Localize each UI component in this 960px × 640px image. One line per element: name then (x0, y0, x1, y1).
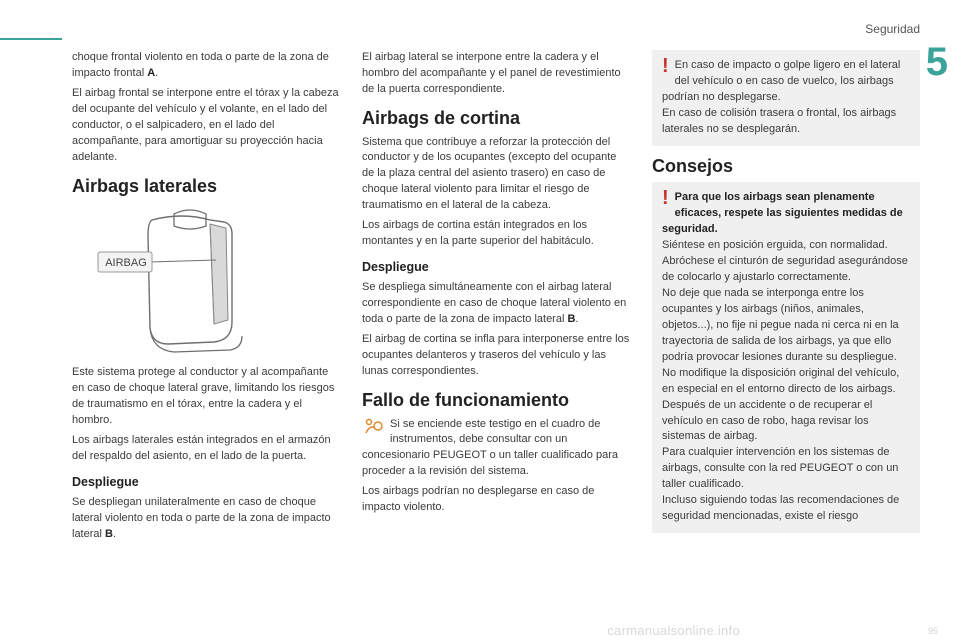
bold-lead: Para que los airbags sean plenamente efi… (662, 191, 903, 235)
text: Después de un accidente o de recuperar e… (662, 399, 872, 443)
text: Si se enciende este testigo en el cuadro… (362, 418, 618, 478)
page-number: 95 (928, 626, 938, 636)
column-1: choque frontal violento en toda o parte … (72, 50, 340, 620)
laterales-paragraph-1: Este sistema protege al conductor y al a… (72, 365, 340, 429)
text: choque frontal violento en toda o parte … (72, 51, 329, 79)
intro-paragraph-1: choque frontal violento en toda o parte … (72, 50, 340, 82)
text: No deje que nada se interponga entre los… (662, 287, 899, 363)
section-header: Seguridad (865, 22, 920, 36)
col2-top-paragraph: El airbag lateral se interpone entre la … (362, 50, 630, 98)
text: En caso de colisión trasera o frontal, l… (662, 107, 896, 135)
text: En caso de impacto o golpe ligero en el … (662, 59, 900, 103)
heading-despliegue-2: Despliegue (362, 258, 630, 276)
warning-box-1: ! En caso de impacto o golpe ligero en e… (652, 50, 920, 146)
intro-paragraph-2: El airbag frontal se interpone entre el … (72, 86, 340, 166)
text: Abróchese el cinturón de seguridad asegu… (662, 255, 908, 283)
text: . (113, 528, 116, 540)
text: . (575, 313, 578, 325)
column-3: ! En caso de impacto o golpe ligero en e… (652, 50, 920, 620)
bold-ref: A (147, 67, 155, 79)
warning-box-2: ! Para que los airbags sean plenamente e… (652, 182, 920, 533)
top-accent-bar (0, 38, 62, 40)
text: Para cualquier intervención en los siste… (662, 446, 898, 490)
cortina-paragraph-1: Sistema que contribuye a reforzar la pro… (362, 135, 630, 215)
heading-airbags-laterales: Airbags laterales (72, 176, 340, 197)
text: . (155, 67, 158, 79)
fallo-paragraph-2: Los airbags podrían no desplegarse en ca… (362, 484, 630, 516)
fallo-paragraph-1: Si se enciende este testigo en el cuadro… (362, 417, 630, 481)
chapter-number: 5 (926, 42, 948, 82)
airbag-label: AIRBAG (102, 256, 150, 272)
text: Incluso siguiendo todas las recomendacio… (662, 494, 899, 522)
laterales-paragraph-2: Los airbags laterales están integrados e… (72, 433, 340, 465)
cortina-despliegue-1: Se despliega simultáneamente con el airb… (362, 280, 630, 328)
watermark: carmanualsonline.info (607, 623, 740, 638)
bold-ref: B (105, 528, 113, 540)
heading-consejos: Consejos (652, 156, 920, 177)
text: Siéntese en posición erguida, con normal… (662, 239, 888, 251)
heading-despliegue-1: Despliegue (72, 473, 340, 491)
heading-fallo: Fallo de funcionamiento (362, 390, 630, 411)
content-columns: choque frontal violento en toda o parte … (72, 50, 920, 620)
heading-airbags-cortina: Airbags de cortina (362, 108, 630, 129)
airbag-warning-icon (362, 417, 384, 435)
despliegue-paragraph-1: Se despliegan unilateralmente en caso de… (72, 495, 340, 543)
page: Seguridad 5 choque frontal violento en t… (0, 0, 960, 640)
text: Se despliega simultáneamente con el airb… (362, 281, 626, 325)
text: No modifique la disposición original del… (662, 367, 899, 395)
seat-airbag-illustration: AIRBAG (92, 202, 282, 357)
cortina-paragraph-2: Los airbags de cortina están integrados … (362, 218, 630, 250)
exclamation-icon: ! (662, 56, 669, 76)
column-2: El airbag lateral se interpone entre la … (362, 50, 630, 620)
cortina-despliegue-2: El airbag de cortina se infla para inter… (362, 332, 630, 380)
exclamation-icon: ! (662, 188, 669, 208)
